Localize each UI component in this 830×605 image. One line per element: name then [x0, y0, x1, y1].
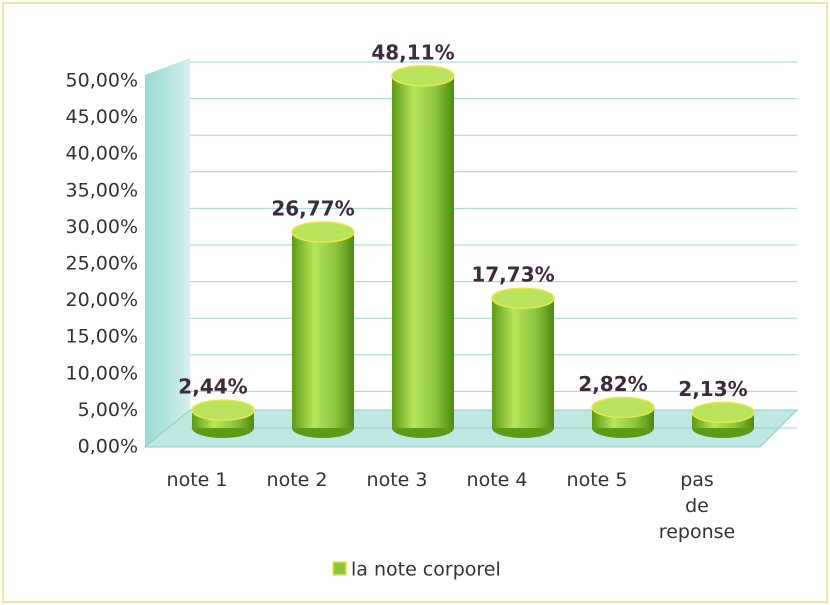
- data-label: 2,82%: [578, 372, 647, 396]
- bar-body: [492, 298, 554, 428]
- bar: [491, 287, 555, 438]
- y-tick-label: 20,00%: [66, 289, 138, 311]
- bar-top: [391, 65, 455, 87]
- bar-top: [291, 221, 355, 243]
- bar: [691, 401, 755, 438]
- legend-label: la note corporel: [351, 559, 501, 581]
- y-tick-label: 25,00%: [66, 253, 138, 275]
- y-tick-label: 30,00%: [66, 216, 138, 238]
- x-tick-label: note 2: [266, 469, 328, 491]
- bar-body: [392, 75, 454, 428]
- bar-top: [491, 287, 555, 309]
- data-label: 17,73%: [471, 263, 554, 287]
- y-tick-label: 40,00%: [66, 143, 138, 165]
- x-tick-label: note 1: [166, 469, 228, 491]
- y-tick-label: 35,00%: [66, 179, 138, 201]
- bar: [391, 65, 455, 438]
- y-tick-label: 5,00%: [78, 399, 138, 421]
- y-tick-label: 10,00%: [66, 362, 138, 384]
- bar-top: [191, 399, 255, 421]
- legend-swatch: [332, 561, 347, 576]
- bar: [191, 399, 255, 438]
- bar: [591, 396, 655, 438]
- data-label: 48,11%: [371, 40, 454, 64]
- y-tick-label: 15,00%: [66, 326, 138, 348]
- y-tick-label: 50,00%: [66, 70, 138, 92]
- data-label: 26,77%: [271, 197, 354, 221]
- x-tick-label: pas de reponse: [658, 469, 736, 543]
- bar-top: [591, 396, 655, 419]
- data-label: 2,13%: [678, 377, 747, 401]
- side-wall: [145, 58, 190, 447]
- bar-body: [292, 232, 354, 428]
- x-tick-label: note 5: [566, 469, 628, 491]
- data-label: 2,44%: [178, 375, 247, 399]
- x-tick-label: note 4: [466, 469, 528, 491]
- y-tick-label: 0,00%: [78, 436, 138, 458]
- bar: [291, 221, 355, 438]
- x-tick-label: note 3: [366, 469, 428, 491]
- bar-top: [691, 401, 755, 424]
- y-tick-label: 45,00%: [66, 106, 138, 128]
